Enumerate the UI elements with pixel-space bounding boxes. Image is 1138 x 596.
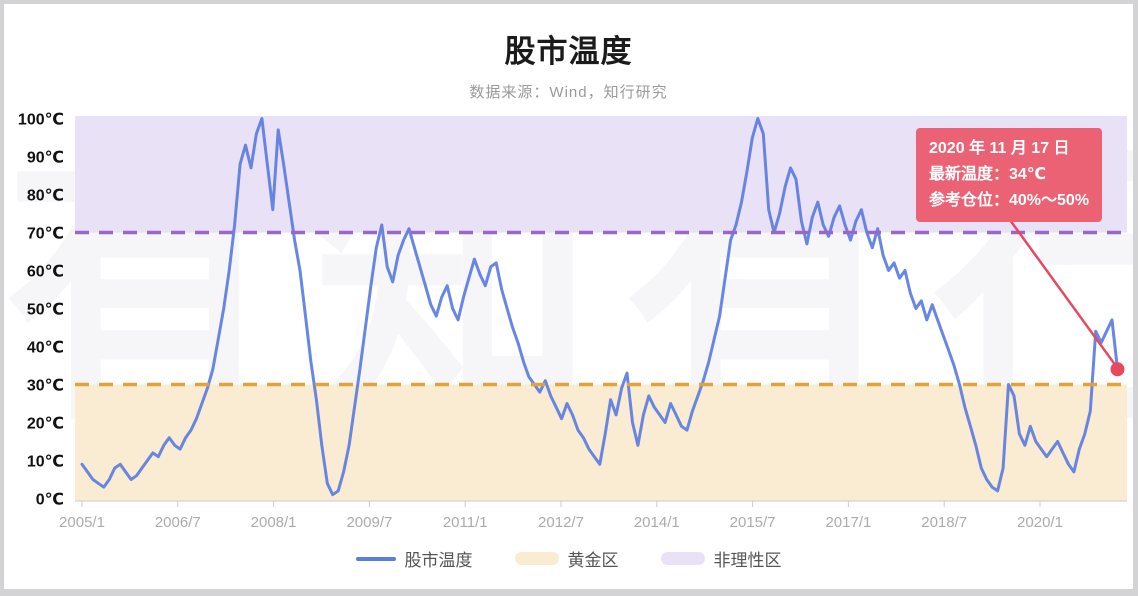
y-axis-label: 30℃	[27, 378, 64, 395]
callout-arrow	[1008, 219, 1117, 367]
y-axis-label: 10℃	[27, 454, 64, 471]
x-axis-label: 2018/7	[921, 514, 967, 531]
irrational-band-swatch-icon	[660, 552, 705, 565]
golden-band-swatch-icon	[514, 552, 559, 565]
y-axis-label: 0℃	[36, 492, 64, 509]
chart-subtitle: 数据来源：Wind，知行研究	[469, 84, 668, 101]
y-axis-label: 90℃	[27, 150, 64, 167]
temperature-line	[80, 117, 1119, 497]
y-axis-label: 50℃	[27, 302, 64, 319]
latest-point-marker	[1110, 362, 1125, 377]
x-axis-label: 2014/1	[634, 514, 680, 531]
legend-item-temperature[interactable]: 股市温度	[355, 546, 473, 571]
legend-label: 黄金区	[567, 551, 619, 570]
y-axis-label: 80℃	[27, 188, 64, 205]
legend-label: 股市温度	[404, 551, 473, 570]
x-axis-label: 2011/1	[443, 514, 488, 531]
chart-card: 有知有行 股市温度 数据来源：Wind，知行研究 2005/1 2006/7 200…	[4, 4, 1133, 589]
chart-title: 股市温度	[504, 34, 633, 69]
x-axis-label: 2009/7	[346, 514, 392, 531]
annotation-position: 参考仓位：40%～50%	[929, 192, 1090, 209]
y-axis-label: 70℃	[27, 226, 64, 243]
y-axis-label: 100℃	[18, 112, 64, 129]
x-axis-label: 2005/1	[59, 514, 105, 531]
legend-item-irrational-zone[interactable]: 非理性区	[660, 546, 782, 571]
line-swatch-icon	[355, 556, 396, 561]
y-axis-label: 40℃	[27, 340, 64, 357]
golden-zone-band	[75, 384, 1127, 501]
chart-legend: 股市温度 黄金区 非理性区	[4, 546, 1133, 571]
x-axis-label: 2020/1	[1017, 514, 1063, 531]
annotation-temperature: 最新温度：34℃	[929, 166, 1047, 183]
y-axis-label: 60℃	[27, 264, 64, 281]
x-axis-label: 2017/1	[825, 514, 871, 531]
x-axis-label: 2008/1	[251, 514, 297, 531]
y-axis-label: 20℃	[27, 416, 64, 433]
x-axis-label: 2006/7	[155, 514, 201, 531]
legend-label: 非理性区	[713, 551, 782, 570]
x-axis-label: 2015/7	[730, 514, 776, 531]
x-axis-label: 2012/7	[538, 514, 584, 531]
chart-header: 股市温度 数据来源：Wind，知行研究	[4, 26, 1133, 102]
legend-item-golden-zone[interactable]: 黄金区	[514, 546, 619, 571]
annotation-date: 2020 年 11 月 17 日	[929, 140, 1070, 157]
latest-point-annotation: 2020 年 11 月 17 日 最新温度：34℃ 参考仓位：40%～50%	[916, 128, 1103, 222]
